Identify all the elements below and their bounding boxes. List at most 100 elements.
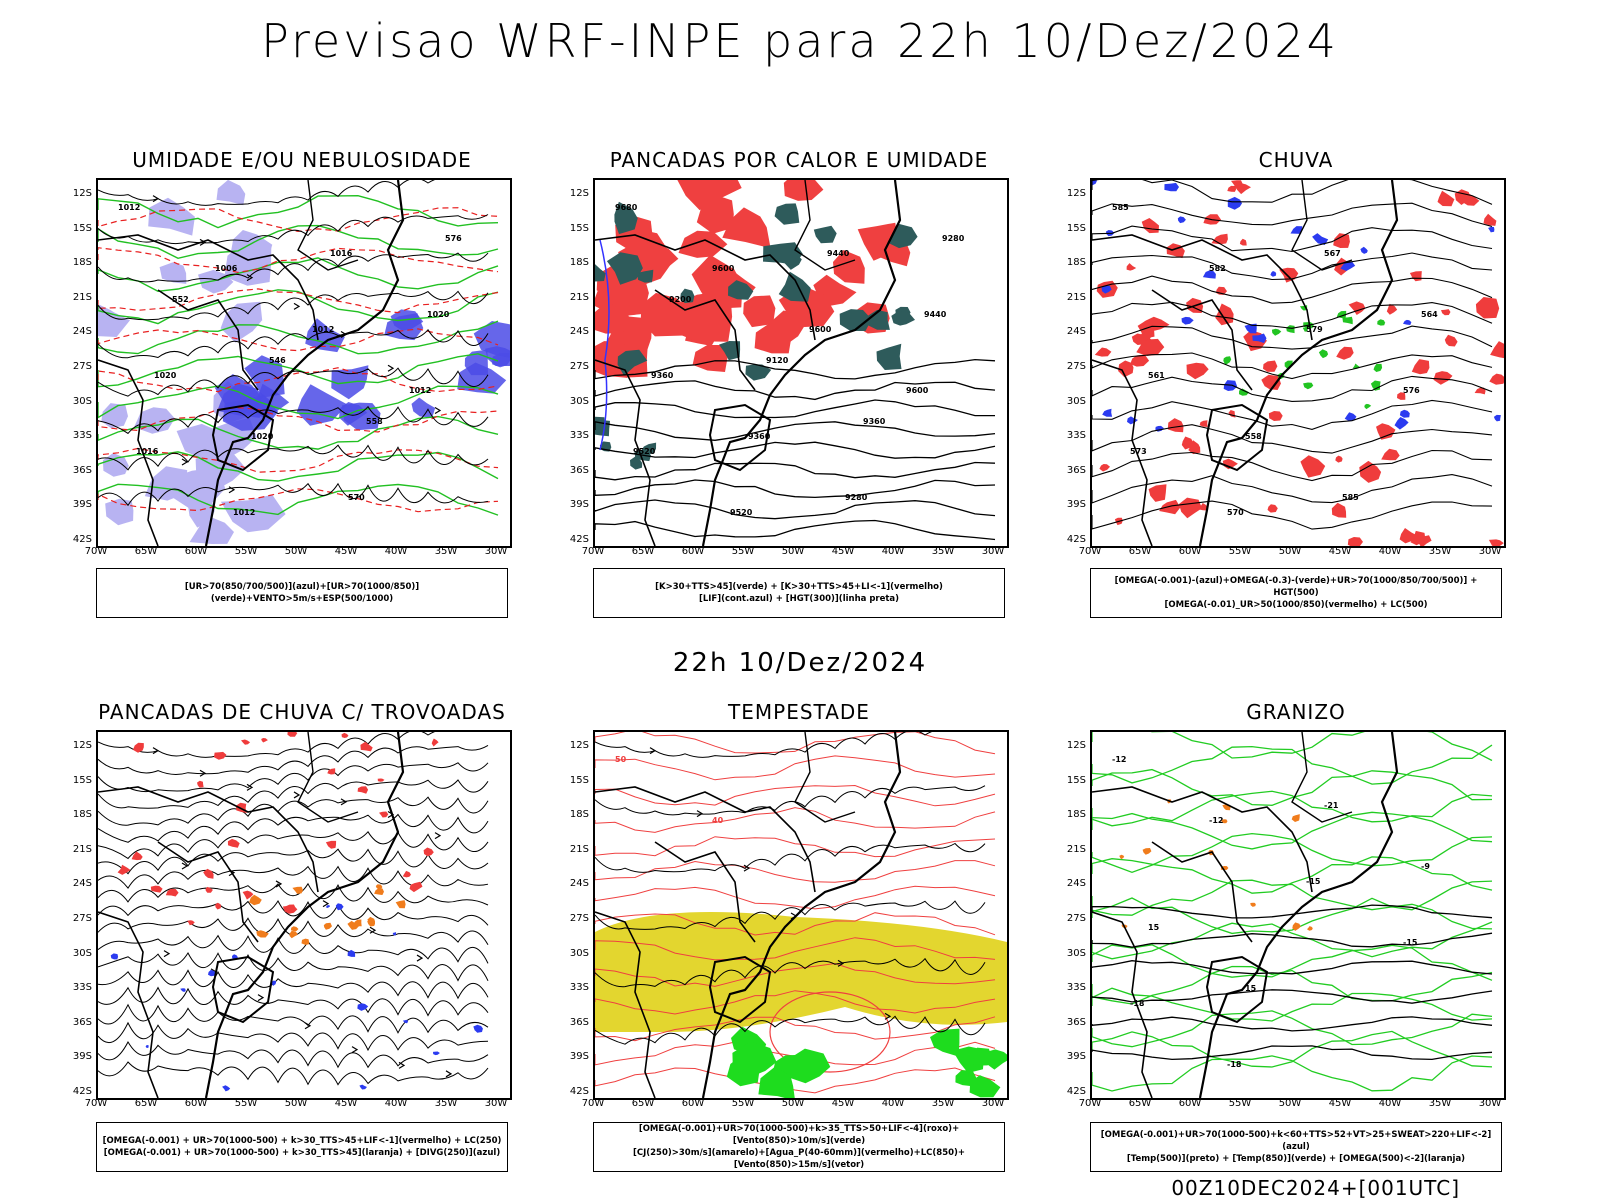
divergence-blue-zone-cell bbox=[145, 1045, 149, 1048]
storm-red-zone-cell bbox=[197, 780, 204, 788]
panel-title-chuva: CHUVA bbox=[1258, 148, 1334, 172]
wind-arrow bbox=[246, 274, 254, 282]
lon-tick-label: 45W bbox=[1328, 1098, 1352, 1109]
convective-red-zone-cell bbox=[722, 207, 771, 249]
lon-tick-label: 50W bbox=[1278, 546, 1302, 557]
map-canvas-granizo: -12 -12 -15 -15 -18 -18 -21 -9 15 15 bbox=[1092, 732, 1493, 1098]
storm-red-zone-cell bbox=[241, 739, 251, 745]
storm-red-zone-cell bbox=[327, 768, 336, 775]
rain-blue-zone-cell bbox=[1394, 417, 1409, 430]
wind850-green-zone bbox=[930, 1028, 1007, 1098]
lat-tick-label: 15S bbox=[569, 222, 589, 234]
lon-tick-label: 70W bbox=[84, 1098, 108, 1109]
lat-tick-label: 21S bbox=[72, 291, 92, 303]
lat-tick-label: 36S bbox=[72, 464, 92, 476]
lat-tick-label: 39S bbox=[569, 1051, 589, 1063]
hgt500-contour bbox=[1092, 500, 1493, 530]
rain-blue-zone-cell bbox=[1399, 409, 1410, 418]
hgt500-label: 573 bbox=[1130, 447, 1147, 456]
map-panel-granizo: -12 -12 -15 -15 -18 -18 -21 -9 15 15 bbox=[1090, 730, 1506, 1100]
rain-red-zone-cell bbox=[1215, 303, 1234, 326]
divergence-blue-zone-cell bbox=[208, 969, 216, 977]
coastline bbox=[1092, 732, 1399, 1098]
lon-tick-label: 50W bbox=[284, 1098, 308, 1109]
storm-orange-zone-cell bbox=[256, 930, 269, 938]
rain-red-zone-cell bbox=[1444, 334, 1458, 347]
hgt-label: 9600 bbox=[906, 386, 929, 395]
hgt300-contour bbox=[595, 499, 996, 520]
rain-blue-zone-cell bbox=[1092, 180, 1097, 186]
humidity-low-contour bbox=[98, 194, 499, 229]
rain-green-zone-cell bbox=[1302, 327, 1308, 332]
legend-line: [OMEGA(-0.001) + UR>70(1000-500) + k>30_… bbox=[103, 1148, 501, 1158]
temp850-contour bbox=[1092, 732, 1493, 762]
lat-tick-label: 42S bbox=[72, 534, 92, 545]
lat-tick-label: 21S bbox=[72, 843, 92, 855]
hgt-label: 9360 bbox=[863, 417, 886, 426]
lat-tick-label: 21S bbox=[1066, 843, 1086, 855]
rain-red-zone-cell bbox=[1483, 213, 1497, 226]
storm-red-zone-cell bbox=[131, 851, 143, 861]
hgt-label: 9360 bbox=[651, 371, 674, 380]
convective-red-zone-cell bbox=[640, 292, 695, 337]
storm-red-zone-cell bbox=[242, 890, 254, 900]
temp-label: -15 bbox=[1403, 938, 1418, 947]
convective-green-zone-cell bbox=[680, 288, 695, 304]
low-center-contour bbox=[769, 991, 891, 1073]
lat-tick-label: 27S bbox=[569, 361, 589, 372]
pressure-label: 552 bbox=[172, 295, 189, 304]
storm-red-zone-cell bbox=[133, 742, 144, 753]
storm-red-zone-cell bbox=[360, 741, 373, 752]
rain-blue-zone-cell bbox=[1127, 416, 1138, 425]
hgt300-contour bbox=[595, 479, 996, 499]
rain-red-zone-cell bbox=[1474, 387, 1486, 395]
storm-red-zone-cell bbox=[150, 885, 163, 893]
rain-green-zone-cell bbox=[1223, 356, 1232, 365]
legend-box-pancadas-calor: [K>30+TTS>45](verde) + [K>30+TTS>45+LI<-… bbox=[593, 568, 1005, 618]
legend-line: [OMEGA(-0.01)_UR>50(1000/850)(vermelho) … bbox=[1164, 600, 1428, 610]
convective-green-zone-cell bbox=[630, 456, 643, 470]
lon-tick-label: 30W bbox=[484, 546, 508, 557]
lat-tick-label: 24S bbox=[1066, 326, 1086, 338]
run-stamp: 00Z10DEC2024+[001UTC] bbox=[1171, 1176, 1460, 1200]
humidity-light-zone-cell bbox=[101, 403, 128, 429]
humidity-low-contour bbox=[98, 353, 499, 388]
rain-red-zone-cell bbox=[1488, 539, 1504, 546]
rain-red-zone-cell bbox=[1263, 360, 1278, 372]
lon-tick-label: 70W bbox=[581, 1098, 605, 1109]
omega-orange-zone-cell bbox=[1307, 926, 1313, 931]
rain-red-zone-cell bbox=[1441, 309, 1451, 316]
panel-title-pancadas-trovoadas: PANCADAS DE CHUVA C/ TROVOADAS bbox=[98, 700, 506, 724]
rain-red-zone-cell bbox=[1118, 360, 1134, 378]
lat-tick-label: 39S bbox=[72, 499, 92, 511]
thickness-contour bbox=[98, 406, 499, 433]
lon-tick-label: 55W bbox=[731, 1098, 755, 1109]
wind850-green-zone-cell bbox=[785, 1048, 831, 1084]
temp-label: -15 bbox=[1306, 877, 1321, 886]
humidity-light-zone-cell bbox=[220, 301, 263, 343]
rain-blue-zone-cell bbox=[1312, 233, 1329, 245]
legend-box-pancadas-trovoadas: [OMEGA(-0.001) + UR>70(1000-500) + k>30_… bbox=[96, 1122, 508, 1172]
storm-red-zone-cell bbox=[215, 902, 222, 910]
lon-tick-label: 35W bbox=[434, 546, 458, 557]
rain-red-zone-cell bbox=[1159, 499, 1181, 515]
thickness-contour bbox=[98, 328, 499, 352]
omega-orange-zone-cell bbox=[1221, 819, 1228, 824]
lon-tick-label: 45W bbox=[334, 546, 358, 557]
lat-tick-label: 21S bbox=[569, 843, 589, 855]
humidity-light-zone-cell bbox=[102, 453, 129, 477]
pressure-label: 1012 bbox=[409, 386, 431, 395]
temp850-contour bbox=[1092, 1030, 1493, 1068]
hgt500-contour bbox=[1092, 275, 1493, 304]
hgt-label: 9360 bbox=[748, 432, 771, 441]
wind-arrow bbox=[304, 1022, 312, 1030]
convective-red-zone-cell bbox=[696, 194, 734, 234]
hgt-label: 9520 bbox=[633, 447, 656, 456]
rain-red-zone-cell bbox=[1188, 440, 1201, 455]
wind850-green-zone-cell bbox=[969, 1075, 1001, 1098]
panel-title-granizo: GRANIZO bbox=[1246, 700, 1346, 724]
wind-arrow bbox=[293, 302, 301, 310]
isotach-label: 40 bbox=[712, 816, 724, 825]
wind-arrow bbox=[322, 900, 330, 908]
legend-box-tempestade: [OMEGA(-0.001)+UR>70(1000-500)+k>35_TTS>… bbox=[593, 1122, 1005, 1172]
